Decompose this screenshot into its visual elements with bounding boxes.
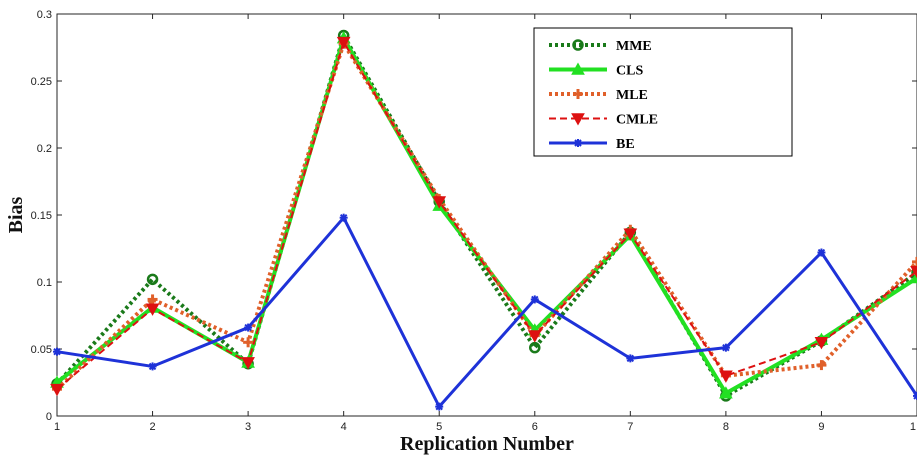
marker-stroke	[53, 347, 61, 356]
x-tick-label: 7	[627, 421, 633, 433]
data-point-be	[244, 323, 253, 332]
data-point-cmle	[910, 265, 917, 279]
y-tick-label: 0.3	[37, 9, 52, 21]
y-axis-label: Bias	[5, 196, 27, 233]
marker-stroke	[574, 139, 582, 147]
x-tick-label: 5	[436, 421, 442, 433]
x-axis-ticks: 1 2 3 4 5 6 7 8 9 1	[54, 14, 917, 433]
marker-stroke	[339, 213, 348, 222]
data-point-be	[339, 213, 348, 222]
x-tick-label: 2	[149, 421, 155, 433]
data-point-mle	[147, 294, 158, 305]
data-point-cmle	[145, 303, 160, 316]
data-point-be	[148, 362, 157, 371]
legend-marker-cmle	[571, 113, 585, 126]
legend-item-cmle: CMLE	[549, 113, 658, 128]
data-point-mme	[146, 273, 159, 286]
legend-label-mle: MLE	[616, 88, 648, 103]
legend-item-mme: MME	[549, 39, 652, 54]
data-point-cmle	[719, 370, 733, 383]
legend: MME CLS MLE CMLE BE	[533, 27, 793, 157]
legend-marker-mme	[572, 39, 584, 51]
legend-label-cls: CLS	[616, 64, 643, 79]
data-point-mle	[243, 337, 254, 348]
y-tick-label: 0.05	[31, 344, 52, 356]
x-tick-label: 4	[341, 421, 347, 433]
x-axis-label: Replication Number	[400, 433, 574, 455]
x-tick-label: 6	[532, 421, 538, 433]
legend-item-cls: CLS	[549, 62, 643, 79]
series-cmle	[50, 36, 917, 397]
data-point-mle	[816, 360, 827, 371]
y-tick-label: 0.2	[37, 143, 52, 155]
data-point-cls	[719, 386, 733, 399]
data-point-be	[913, 391, 917, 400]
y-axis-ticks: 0 0.05 0.1 0.15 0.2 0.25 0.3	[31, 9, 917, 423]
data-point-cmle	[623, 228, 638, 241]
data-point-be	[530, 295, 539, 304]
legend-items: MME CLS MLE CMLE BE	[549, 39, 658, 152]
series-be	[53, 213, 917, 411]
marker-stroke	[817, 248, 826, 257]
data-point-mle	[912, 256, 917, 267]
data-point-mme	[911, 266, 917, 279]
data-point-cmle	[241, 357, 255, 370]
legend-label-mme: MME	[616, 39, 652, 54]
x-tick-label: 3	[245, 421, 251, 433]
data-point-mme	[529, 341, 541, 354]
marker-stroke	[531, 295, 539, 304]
data-point-cmle	[814, 337, 829, 350]
data-point-cls	[910, 270, 917, 284]
legend-label-cmle: CMLE	[616, 113, 658, 128]
marker-stroke	[148, 362, 157, 371]
series-line-be	[56, 216, 917, 409]
legend-marker-be	[574, 139, 582, 147]
data-point-be	[721, 343, 730, 352]
series-line-cmle	[56, 41, 917, 390]
marker-stroke	[626, 354, 635, 363]
data-point-be	[626, 354, 635, 363]
x-tick-label: 1	[910, 421, 916, 433]
series-layer	[50, 29, 917, 411]
marker-stroke	[913, 394, 917, 400]
data-point-cmle	[432, 196, 447, 209]
x-tick-label: 1	[54, 421, 60, 433]
data-point-cmle	[50, 383, 64, 397]
y-tick-label: 0	[46, 411, 52, 423]
y-tick-label: 0.15	[31, 210, 52, 222]
legend-marker-cls	[571, 62, 585, 75]
data-point-cmle	[527, 330, 542, 343]
marker-stroke	[722, 343, 730, 352]
y-tick-label: 0.1	[37, 277, 52, 289]
data-point-be	[435, 402, 444, 411]
data-point-cmle	[336, 36, 351, 50]
legend-item-mle: MLE	[549, 88, 648, 103]
x-tick-label: 9	[818, 421, 824, 433]
legend-marker-mle	[573, 89, 583, 99]
marker-stroke	[244, 323, 252, 332]
legend-label-be: BE	[616, 137, 635, 152]
x-tick-label: 8	[723, 421, 729, 433]
legend-item-be: BE	[549, 137, 635, 152]
series-line-mme	[55, 33, 917, 398]
marker-stroke	[435, 402, 443, 411]
y-tick-label: 0.25	[31, 76, 52, 88]
data-point-be	[817, 248, 826, 257]
data-point-be	[53, 347, 61, 356]
marker-stroke	[913, 392, 917, 398]
